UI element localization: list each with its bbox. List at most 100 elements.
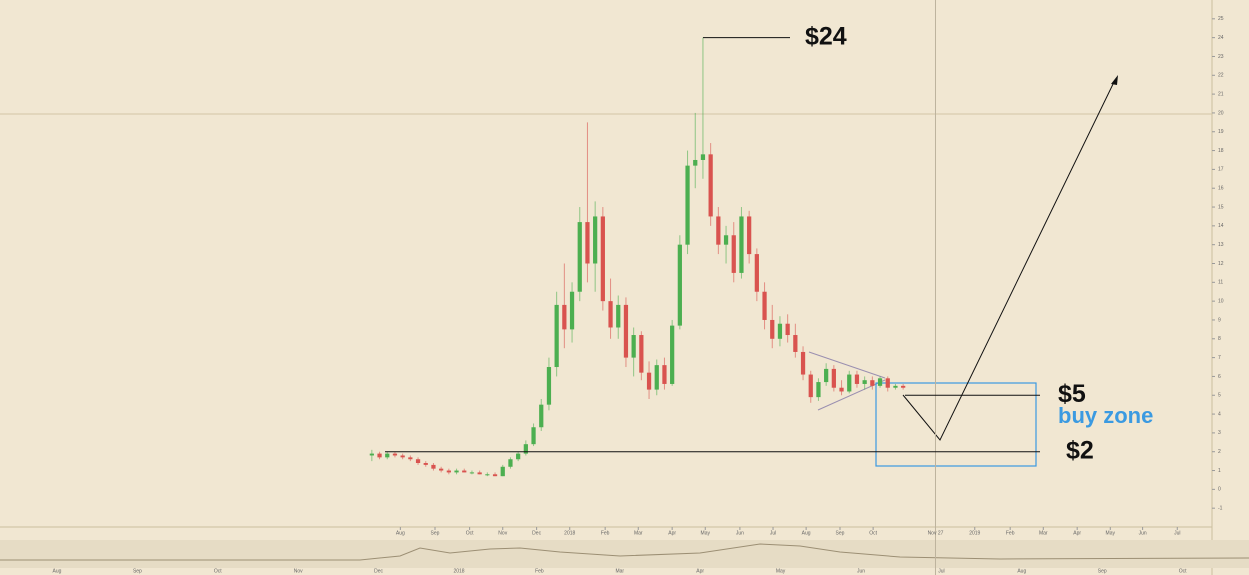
x-tick-label: Jul — [770, 530, 776, 536]
triangle-line — [808, 351, 886, 379]
candle-body — [577, 222, 582, 292]
x-tick-label: Dec — [532, 530, 541, 536]
lower-axis-label: Jul — [938, 568, 944, 574]
candle-body — [377, 453, 382, 458]
candle-body — [693, 159, 698, 166]
y-tick-label: 6 — [1218, 374, 1221, 380]
y-tick-label: 16 — [1218, 186, 1224, 192]
candle-body — [754, 254, 759, 292]
lower-axis-label: Sep — [133, 568, 142, 574]
candle-body — [723, 235, 729, 245]
y-tick-label: 11 — [1218, 280, 1223, 286]
candle-body — [808, 374, 813, 398]
candle-body — [523, 444, 528, 454]
candle-body — [816, 382, 821, 398]
indicator-panel — [0, 540, 1249, 568]
candle-body — [731, 235, 736, 273]
x-tick-label: 2018 — [564, 530, 575, 536]
y-tick-label: 23 — [1218, 54, 1224, 60]
candle-body — [839, 387, 844, 392]
x-tick-label: Mar — [634, 530, 643, 536]
candle-body — [631, 335, 636, 358]
lower-axis-label: Aug — [1017, 568, 1026, 574]
candle-body — [508, 459, 513, 467]
x-tick-label: Mar — [1039, 530, 1048, 536]
lower-axis-label: Mar — [615, 568, 624, 574]
candle-body — [593, 216, 598, 264]
candle-body — [485, 474, 490, 476]
candle-body — [646, 372, 652, 390]
y-tick-label: 12 — [1218, 261, 1224, 267]
arrow-head — [1111, 75, 1118, 85]
lower-axis-label: Apr — [696, 568, 704, 574]
candle-body — [639, 335, 644, 373]
x-tick-label: Aug — [396, 530, 405, 536]
candle-body — [716, 216, 721, 245]
candle-body — [654, 365, 659, 390]
y-tick-label: 14 — [1218, 223, 1224, 229]
candle-body — [600, 216, 605, 302]
y-tick-label: 7 — [1218, 355, 1221, 361]
y-tick-label: 25 — [1218, 16, 1224, 22]
x-tick-label: Sep — [836, 530, 845, 536]
candle-body — [616, 304, 621, 328]
zone-label: buy zone — [1058, 403, 1153, 428]
candle-body — [885, 378, 890, 388]
level-label: $5 — [1058, 380, 1086, 408]
candle-body — [400, 455, 405, 458]
candle-body — [539, 404, 544, 428]
candle-body — [847, 374, 852, 392]
candle-body — [454, 470, 459, 473]
candle-body — [385, 453, 390, 458]
y-tick-label: 24 — [1218, 35, 1224, 41]
candle-body — [670, 325, 675, 384]
x-tick-label: Feb — [601, 530, 610, 536]
x-tick-label: May — [701, 530, 711, 536]
candle-body — [770, 319, 775, 339]
lower-axis-label: Oct — [1179, 568, 1187, 574]
candle-body — [700, 154, 706, 160]
y-tick-label: 0 — [1218, 487, 1221, 493]
y-tick-label: 20 — [1218, 110, 1224, 116]
y-tick-label: 18 — [1218, 148, 1224, 154]
buy-zone-box — [875, 382, 1037, 467]
lower-axis-label: Feb — [535, 568, 544, 574]
level-label: $2 — [1066, 436, 1094, 464]
cursor-label: Nov 27 — [928, 530, 944, 536]
level-label: $24 — [805, 22, 847, 50]
x-tick-label: 2019 — [969, 530, 980, 536]
plot-area — [0, 0, 1212, 527]
x-tick-label: Apr — [668, 530, 676, 536]
candle-body — [854, 374, 860, 384]
x-tick-label: Aug — [802, 530, 811, 536]
candle-body — [446, 470, 451, 473]
candle-body — [893, 385, 898, 388]
candle-body — [793, 335, 798, 352]
y-tick-label: 13 — [1218, 242, 1224, 248]
candle-body — [870, 380, 875, 386]
y-tick-label: 9 — [1218, 317, 1221, 323]
candle-body — [901, 385, 906, 388]
candle-body — [531, 427, 536, 445]
x-tick-label: Apr — [1073, 530, 1081, 536]
candle-body — [739, 216, 744, 273]
x-tick-label: Jun — [1139, 530, 1147, 536]
y-tick-label: 19 — [1218, 129, 1224, 135]
y-tick-label: 5 — [1218, 393, 1221, 399]
candle-body — [462, 470, 467, 473]
candle-body — [824, 368, 829, 383]
y-tick-label: 10 — [1218, 298, 1224, 304]
y-tick-label: 17 — [1218, 167, 1224, 173]
projection-arrow — [902, 79, 1116, 441]
lower-axis-label: Oct — [214, 568, 222, 574]
candle-body — [862, 380, 867, 384]
candle-body — [469, 472, 475, 474]
y-tick-label: -1 — [1218, 506, 1223, 512]
x-tick-label: Jul — [1174, 530, 1180, 536]
candle-body — [492, 474, 498, 477]
candle-body — [677, 244, 682, 326]
indicator-line — [0, 543, 1249, 561]
x-tick-label: Oct — [466, 530, 474, 536]
candle-body — [439, 468, 444, 471]
